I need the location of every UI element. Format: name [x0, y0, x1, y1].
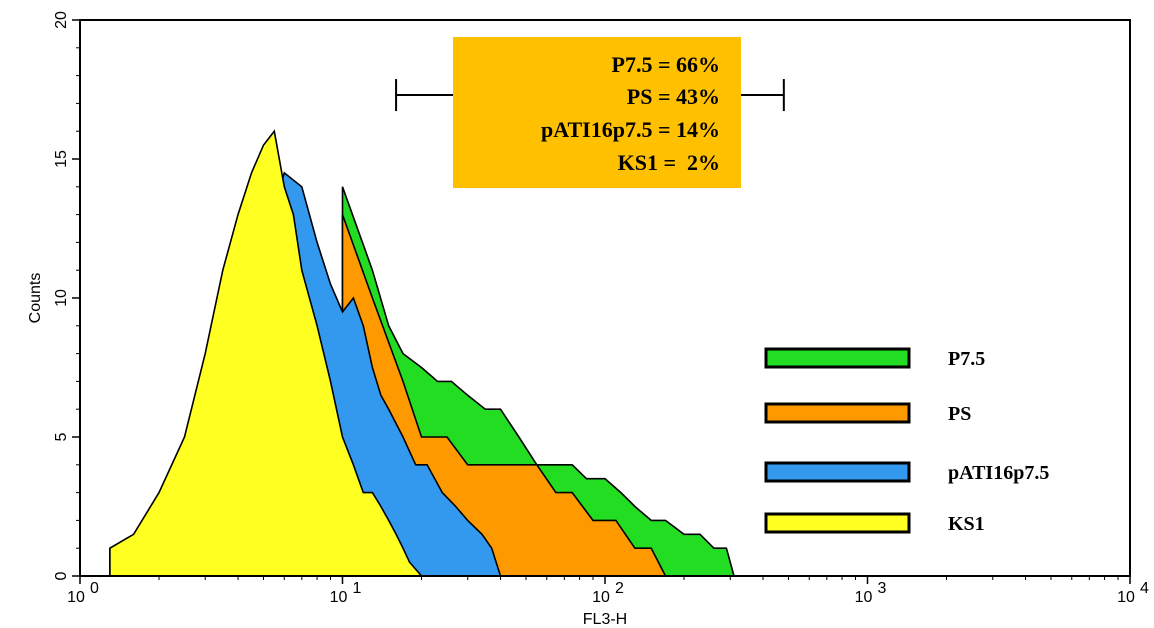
- x-tick-label: 10: [592, 589, 610, 606]
- y-tick-label: 0: [53, 571, 70, 580]
- annotation-line: PS = 43%: [627, 84, 720, 109]
- x-tick-exponent: 3: [878, 580, 887, 597]
- x-tick-exponent: 1: [353, 580, 362, 597]
- annotation-line: P7.5 = 66%: [612, 52, 720, 77]
- legend-label-ks1: KS1: [948, 513, 985, 535]
- x-tick-label: 10: [67, 589, 85, 606]
- x-tick-label: 10: [855, 589, 873, 606]
- annotation-box: [453, 37, 741, 188]
- series-layer: [109, 129, 736, 577]
- x-axis: 10 0 10 1 10 2 10 3 10 4: [67, 576, 1149, 606]
- legend-label-pati16p7-5: pATI16p7.5: [948, 462, 1049, 484]
- annotation-text: P7.5 = 66% PS = 43% pATI16p7.5 = 14% KS1…: [541, 52, 720, 175]
- x-axis-label: FL3-H: [583, 611, 627, 628]
- legend-swatch-ps: [764, 402, 911, 424]
- x-tick-label: 10: [1117, 589, 1135, 606]
- annotation-line: pATI16p7.5 = 14%: [541, 117, 720, 142]
- legend: P7.5 PS pATI16p7.5 KS1: [764, 347, 1049, 535]
- legend-swatch-ks1: [764, 512, 911, 534]
- legend-swatch-pati16p7-5: [764, 461, 911, 483]
- y-tick-label: 10: [53, 289, 70, 307]
- x-tick-label: 10: [330, 589, 348, 606]
- x-tick-exponent: 4: [1140, 580, 1149, 597]
- y-tick-label: 15: [53, 150, 70, 168]
- y-axis-label: Counts: [27, 273, 44, 324]
- gate-marker: [395, 79, 785, 112]
- y-axis: 0 5 10 15 20: [53, 11, 80, 580]
- series-area-ks1: [109, 129, 424, 577]
- y-tick-label: 20: [53, 11, 70, 29]
- legend-label-p7-5: P7.5: [948, 348, 985, 370]
- x-tick-exponent: 0: [90, 580, 99, 597]
- annotation-line: KS1 = 2%: [618, 150, 720, 175]
- y-tick-label: 5: [53, 432, 70, 441]
- legend-label-ps: PS: [948, 403, 971, 425]
- legend-swatch-p7-5: [764, 347, 911, 369]
- x-tick-exponent: 2: [615, 580, 624, 597]
